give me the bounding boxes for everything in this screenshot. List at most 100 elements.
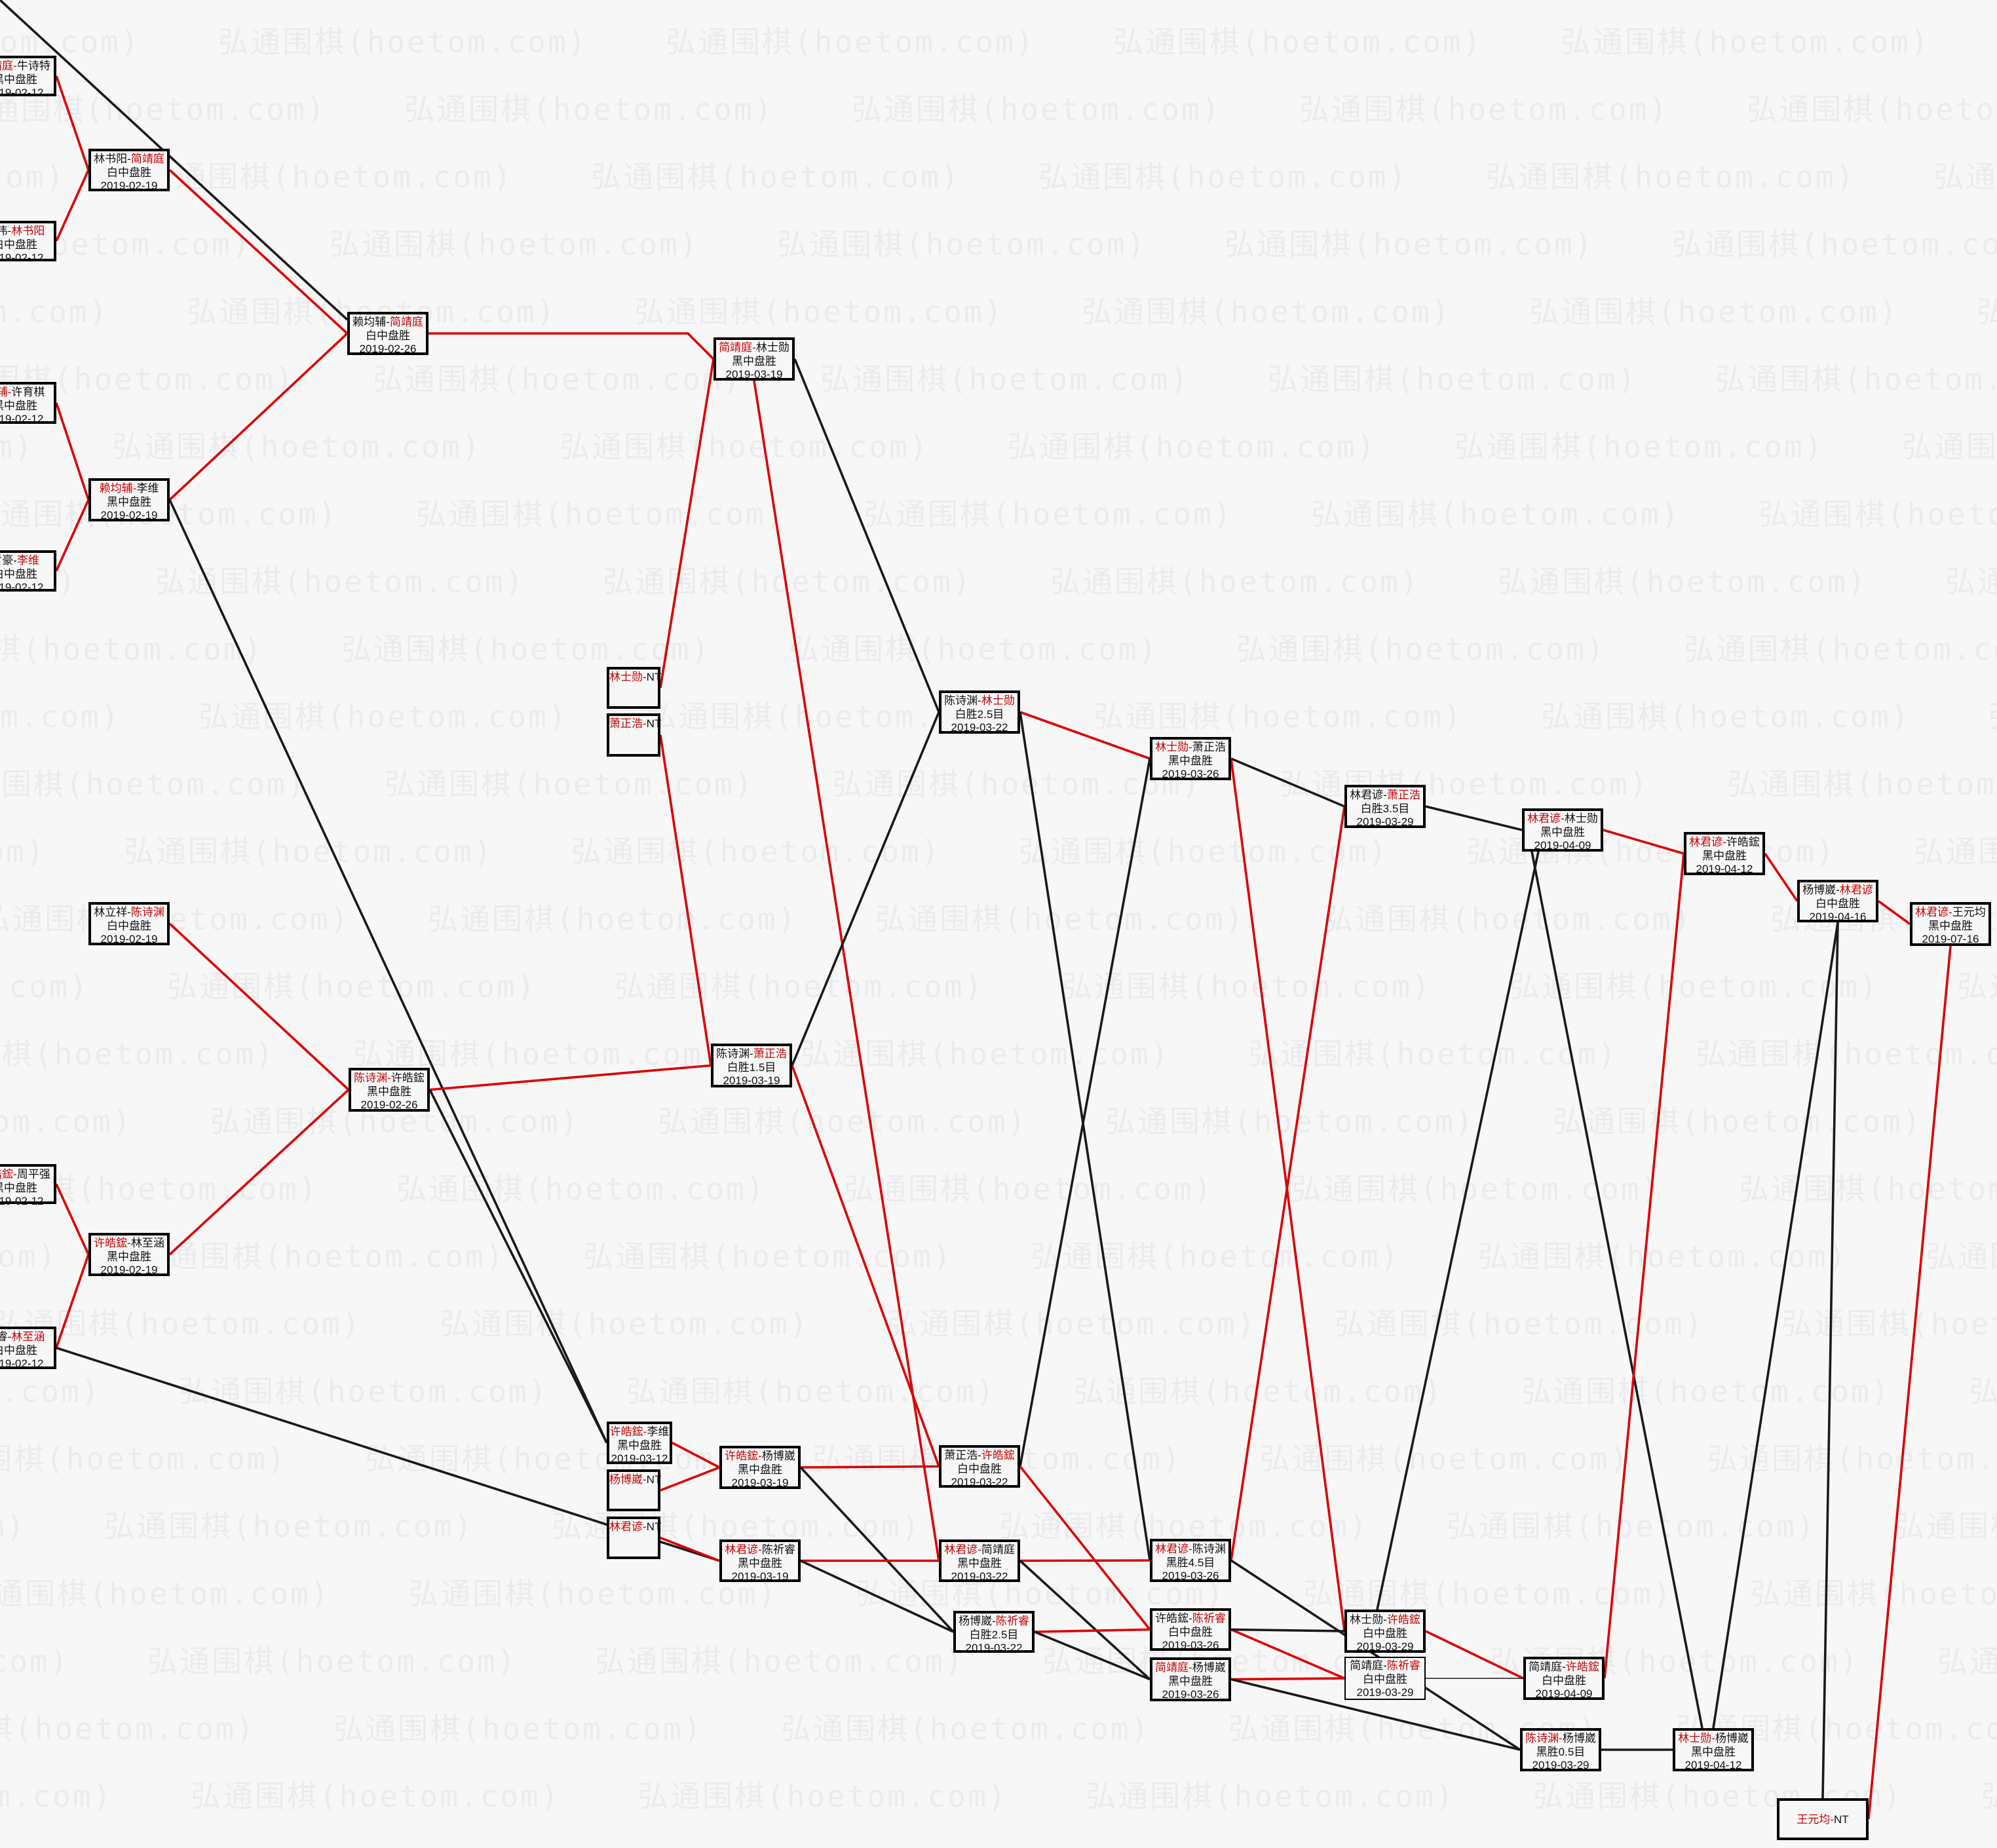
name-separator: - <box>643 1425 647 1438</box>
match-date: 2019-03-22 <box>965 1642 1023 1654</box>
match-date: 2019-03-19 <box>723 1074 780 1087</box>
match-node[interactable]: 简靖庭-杨博崴 黑中盘胜 2019-03-26 <box>1150 1657 1231 1701</box>
match-players: 杨博崴-NT <box>609 1473 661 1487</box>
match-node[interactable]: 祈睿-林至涵白中盘胜2019-02-12 <box>0 1327 56 1370</box>
watermark-text: 弘通围棋(hoetom.com) <box>852 92 1222 127</box>
watermark-text: 弘通围棋(hoetom.com) <box>1747 92 1997 127</box>
name-separator: - <box>1830 1813 1834 1826</box>
match-node[interactable]: 简靖庭-林士勋 黑中盘胜 2019-03-19 <box>713 337 795 381</box>
match-players: 杨博崴-林君谚 <box>1800 884 1876 897</box>
winner-name: 陈祈睿 <box>1192 1612 1226 1625</box>
match-node[interactable]: 林君谚-王元均 黑中盘胜 2019-07-16 <box>1910 902 1991 946</box>
match-node[interactable]: 许皓鋐-李维 黑中盘胜 2019-03-12 <box>607 1422 672 1465</box>
match-node[interactable]: 林君谚-陈诗渊 黑胜4.5目 2019-03-26 <box>1150 1539 1231 1582</box>
name-separator: - <box>7 386 12 398</box>
match-result: 白胜2.5目 <box>955 707 1004 721</box>
match-node[interactable]: 许皓鋐-周平强黑中盘胜2019-02-12 <box>0 1164 56 1207</box>
player-name: 林至涵 <box>130 1237 164 1249</box>
match-node[interactable]: 林书阳-简靖庭 白中盘胜 2019-02-19 <box>88 149 170 192</box>
watermark-text: 弘通围棋(hoetom.com) <box>1050 564 1420 599</box>
match-node[interactable]: 林士勋-许皓鋐 白中盘胜 2019-03-29 <box>1344 1610 1426 1653</box>
watermark-text: 弘通围棋(hoetom.com) <box>875 901 1246 937</box>
match-result: 白中盘胜 <box>1816 897 1860 910</box>
player-name: 哲豪 <box>0 554 14 567</box>
watermark-text: 弘通围棋(hoetom.com) <box>0 699 121 734</box>
winner-advance-line <box>55 499 90 572</box>
match-node[interactable]: 林士勋-NT <box>607 667 661 709</box>
winner-name: 许皓鋐 <box>725 1450 759 1462</box>
match-node[interactable]: 均辅-许育棋黑中盘胜2019-02-12 <box>0 382 56 425</box>
match-node[interactable]: 陈诗渊-林士勋 白胜2.5目 2019-03-22 <box>939 690 1020 734</box>
player-name: 简靖庭 <box>1350 1659 1384 1672</box>
match-result: 白中盘胜 <box>107 166 151 179</box>
player-name: 许育棋 <box>11 386 45 398</box>
match-node[interactable]: 林立祥-陈诗渊 白中盘胜 2019-02-19 <box>88 902 170 945</box>
match-date: 2019-02-12 <box>0 86 44 99</box>
winner-name: 林君谚 <box>609 1520 643 1533</box>
match-players: 祈睿-林至涵 <box>0 1330 54 1344</box>
match-node[interactable]: 陈诗渊-许皓鋐 黑中盘胜 2019-02-26 <box>349 1068 430 1112</box>
player-name: 伟 <box>0 225 8 237</box>
match-node[interactable]: 林君谚-NT <box>607 1517 662 1559</box>
match-node[interactable]: 许皓鋐-陈祈睿 白中盘胜 2019-03-26 <box>1150 1608 1231 1651</box>
match-node[interactable]: 赖均辅-李维 黑中盘胜 2019-02-19 <box>88 478 170 521</box>
watermark-text: 弘通围棋(hoetom.com) <box>341 632 712 667</box>
match-node[interactable]: 陈诗渊-萧正浩 白胜1.5目 2019-03-19 <box>711 1044 792 1087</box>
match-node[interactable]: 萧正浩-NT <box>607 713 662 757</box>
match-node[interactable]: 杨博崴-林君谚 白中盘胜 2019-04-16 <box>1797 880 1878 923</box>
watermark-text: 弘通围棋(hoetom.com) <box>638 1779 1008 1814</box>
match-node[interactable]: 林君谚-林士勋 黑中盘胜 2019-04-09 <box>1522 808 1603 852</box>
match-node[interactable]: 王元均-NT <box>1777 1798 1869 1840</box>
match-node[interactable]: 林士勋-杨博崴 黑中盘胜 2019-04-12 <box>1673 1728 1754 1771</box>
match-node[interactable]: 许皓鋐-杨博崴 黑中盘胜 2019-03-19 <box>719 1446 801 1489</box>
player-name: 赖均辅 <box>352 316 387 328</box>
match-players: 简靖庭-陈祈睿 <box>1346 1659 1424 1673</box>
watermark-text: 弘通围棋(hoetom.com) <box>1988 693 1997 736</box>
match-node[interactable]: 林君谚-陈祈睿 黑中盘胜 2019-03-19 <box>719 1539 801 1583</box>
match-node[interactable]: 伟-林书阳白中盘胜2019-02-12 <box>0 221 56 264</box>
match-node[interactable]: 赖均辅-简靖庭 白中盘胜 2019-02-26 <box>347 312 428 355</box>
watermark-text: 弘通围棋(hoetom.com) <box>1902 429 1997 464</box>
watermark-text: 弘通围棋(hoetom.com) <box>199 699 569 734</box>
name-separator: - <box>13 1168 17 1180</box>
winner-advance-line <box>1230 1628 1345 1680</box>
match-node[interactable]: 简靖庭-陈祈睿 白中盘胜 2019-03-29 <box>1344 1657 1426 1700</box>
match-date: 2019-04-12 <box>1696 863 1753 875</box>
winner-name: 林士勋 <box>981 694 1015 707</box>
match-node[interactable]: 许皓鋐-林至涵 黑中盘胜 2019-02-19 <box>88 1233 170 1276</box>
match-result: 白中盘胜 <box>0 567 37 580</box>
winner-advance-line <box>1019 1559 1151 1562</box>
match-date: 2019-02-19 <box>100 179 158 192</box>
match-node[interactable]: 林君谚-许皓鋐 黑中盘胜 2019-04-12 <box>1684 832 1765 875</box>
player-name: NT <box>646 717 662 730</box>
name-separator: - <box>1559 1732 1563 1744</box>
watermark-text: 弘通围棋(hoetom.com) <box>396 1171 767 1207</box>
match-node[interactable]: 林君谚-简靖庭 黑中盘胜 2019-03-22 <box>939 1539 1020 1583</box>
match-players: 林士勋-萧正浩 <box>1152 741 1228 755</box>
match-node[interactable]: 哲豪-李维白中盘胜2019-02-12 <box>0 550 56 594</box>
match-result: 白中盘胜 <box>0 1344 37 1357</box>
winner-advance-line <box>1603 829 1684 855</box>
match-result: 黑胜0.5目 <box>1536 1745 1586 1758</box>
player-name: 杨博崴 <box>1802 884 1836 896</box>
match-node[interactable]: 萧正浩-许皓鋐 白中盘胜 2019-03-22 <box>939 1445 1020 1488</box>
name-separator: - <box>758 1450 762 1462</box>
player-advance-line <box>1034 1631 1151 1681</box>
match-players: 林君谚-萧正浩 <box>1347 789 1423 802</box>
match-node[interactable]: 简靖庭-许皓鋐 白中盘胜 2019-04-09 <box>1523 1657 1605 1700</box>
match-players: 林君谚-林士勋 <box>1525 812 1601 826</box>
match-players: 林君谚-王元均 <box>1912 906 1988 920</box>
player-advance-line <box>428 1089 608 1444</box>
match-players: 陈诗渊-杨博崴 <box>1523 1732 1599 1746</box>
name-separator: - <box>978 694 981 707</box>
match-node[interactable]: 林君谚-萧正浩 白胜3.5目 2019-03-29 <box>1344 785 1426 828</box>
winner-advance-line <box>55 1254 90 1349</box>
match-node[interactable]: 林士勋-萧正浩 黑中盘胜 2019-03-26 <box>1150 737 1231 780</box>
winner-name: 许皓鋐 <box>981 1449 1015 1461</box>
match-node[interactable]: 简靖庭-牛诗特黑中盘胜2019-02-12 <box>0 56 56 99</box>
match-node[interactable]: 杨博崴-NT <box>607 1469 661 1511</box>
match-date: 2019-03-29 <box>1532 1759 1589 1771</box>
match-node[interactable]: 陈诗渊-杨博崴 黑胜0.5目 2019-03-29 <box>1520 1728 1601 1771</box>
match-node[interactable]: 杨博崴-陈祈睿 白胜2.5目 2019-03-22 <box>953 1611 1035 1654</box>
player-name: NT <box>646 1520 662 1533</box>
